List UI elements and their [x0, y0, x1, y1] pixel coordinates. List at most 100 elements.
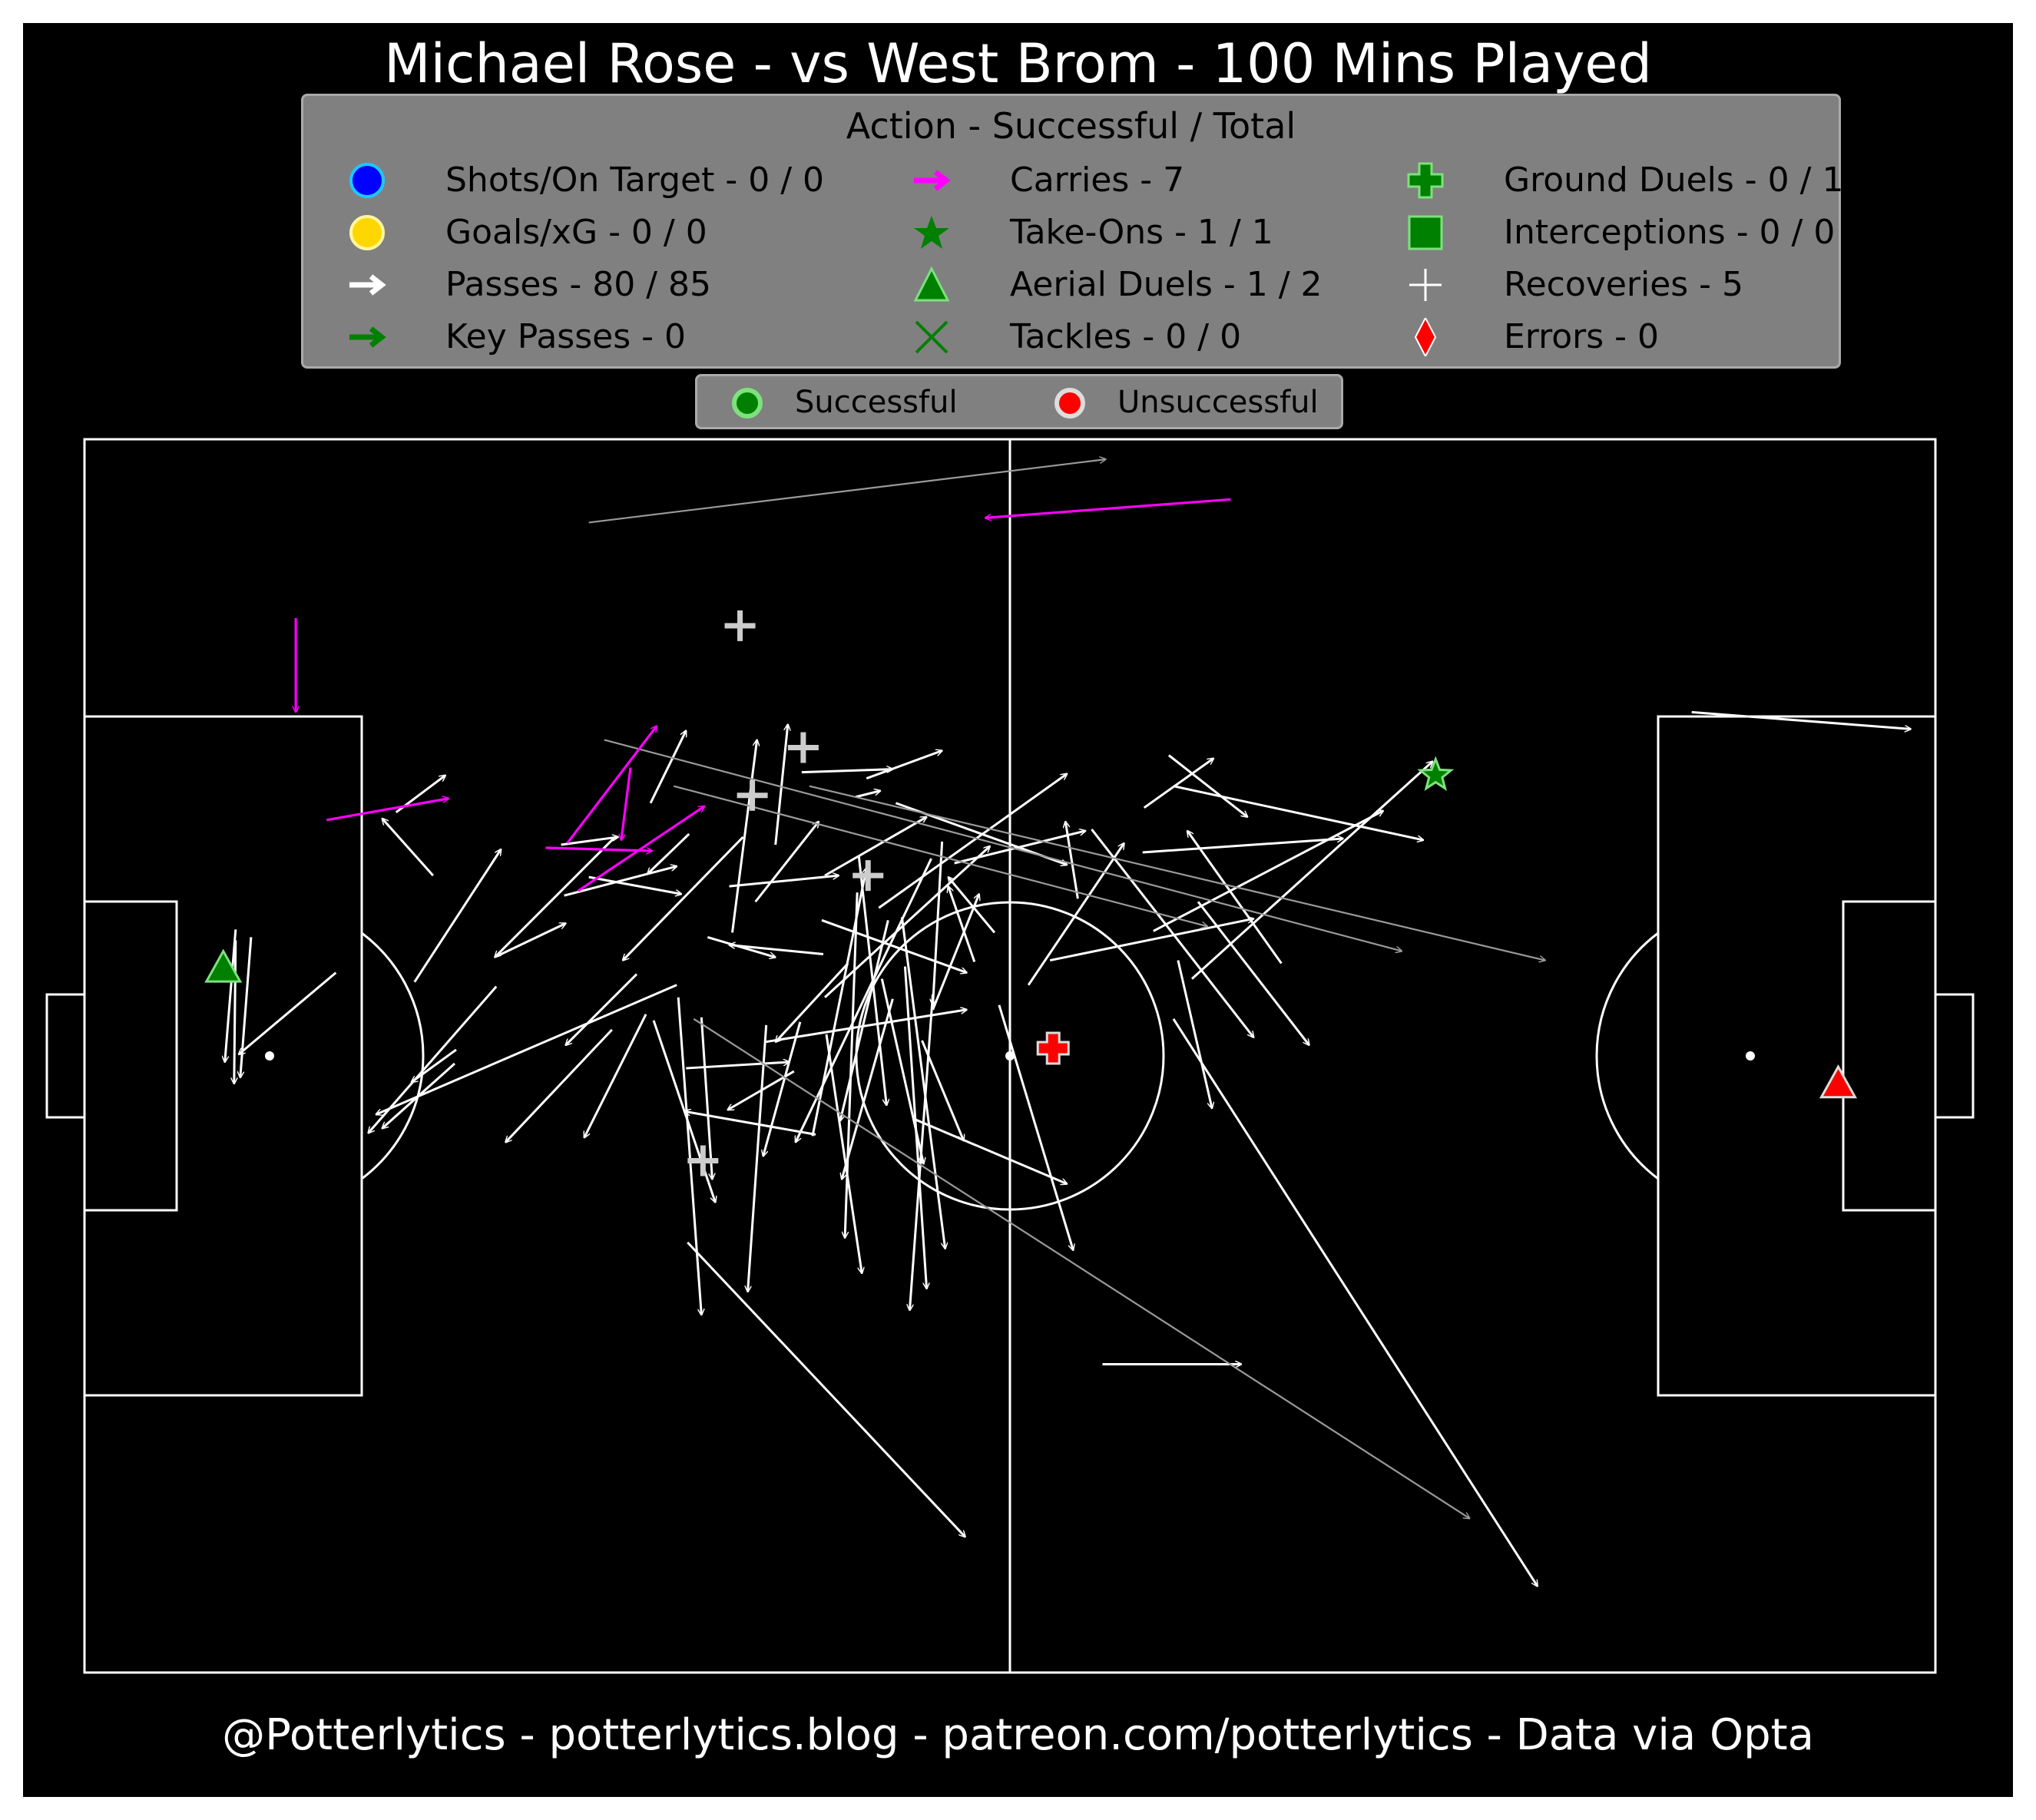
pass-arrow: [239, 971, 337, 1054]
green-x-icon: [915, 320, 948, 354]
left-goal: [45, 993, 86, 1119]
red-diamond-icon: [1414, 318, 1437, 356]
unsuccessful-pass-arrow: [673, 785, 1207, 927]
pass-arrow: [857, 855, 886, 1105]
legend-label: Take-Ons - 1 / 1: [1010, 213, 1273, 252]
carry-arrow: [621, 767, 632, 840]
left-six-yard-box: [83, 900, 178, 1212]
pass-arrow: [921, 1040, 964, 1140]
left-penalty-spot: [265, 1051, 274, 1061]
pass-arrow: [811, 868, 866, 1137]
pass-arrow: [583, 1014, 647, 1138]
centre-spot: [1005, 1051, 1015, 1061]
unsuccessful-pass-arrow: [604, 739, 1402, 951]
pass-arrow: [948, 886, 976, 963]
pass-arrow: [866, 751, 942, 780]
unsuccessful-pass-arrow: [588, 459, 1106, 524]
legend-label: Key Passes - 0: [445, 317, 686, 356]
right-penalty-spot: [1746, 1051, 1755, 1061]
legend-label: Tackles - 0 / 0: [1010, 317, 1242, 356]
legend-label: Aerial Duels - 1 / 2: [1010, 265, 1323, 304]
pitch-lines: [45, 438, 1975, 1674]
pass-arrow: [842, 998, 894, 1180]
pass-arrow: [731, 740, 757, 933]
pass-arrow: [225, 929, 237, 1062]
pass-arrow: [240, 937, 253, 1077]
action-legend: Action - Successful / Total Shots/On Tar…: [301, 94, 1844, 369]
pass-arrow: [763, 1021, 802, 1157]
pass-arrow: [647, 832, 690, 874]
pass-arrow: [794, 858, 932, 1142]
green-square-icon: [1408, 215, 1443, 250]
pass-arrow: [1187, 831, 1283, 965]
legend-title: Action - Successful / Total: [846, 105, 1296, 147]
pass-arrow: [948, 877, 996, 934]
pass-arrow: [776, 962, 849, 1042]
pass-arrow: [1190, 762, 1432, 980]
ground-duel-marker: [1036, 1031, 1070, 1065]
pass-arrow: [700, 1017, 712, 1180]
pass-arrow: [413, 849, 501, 983]
pass-arrow: [1091, 828, 1253, 1037]
gold-circle-icon: [349, 215, 385, 250]
carries-layer: [296, 498, 1231, 892]
pass-arrow: [1197, 901, 1309, 1045]
pass-arrow: [754, 822, 819, 903]
legend-label: Interceptions - 0 / 0: [1504, 213, 1836, 252]
pass-arrow: [686, 1062, 790, 1070]
pass-arrow: [1167, 754, 1247, 817]
markers-layer: [204, 610, 1858, 1176]
legend-label: Goals/xG - 0 / 0: [445, 213, 707, 252]
white-plus-icon: [1409, 269, 1442, 301]
pass-arrow: [561, 837, 618, 846]
legend-label: Recoveries - 5: [1504, 265, 1744, 304]
green-star-icon: [914, 216, 949, 249]
green-plus-icon: [1407, 162, 1444, 199]
pass-arrow: [840, 919, 889, 1120]
pass-arrow: [495, 836, 616, 958]
recovery-marker: [737, 779, 768, 811]
pass-arrow: [748, 1024, 768, 1292]
legend-label: Unsuccessful: [1117, 385, 1319, 420]
legend-label: Shots/On Target - 0 / 0: [445, 160, 825, 200]
pass-arrow: [687, 1241, 965, 1537]
footer-credit: @Potterlytics - potterlytics.blog - patr…: [222, 1710, 1814, 1760]
unsuccessful-pass-arrow: [809, 785, 1545, 961]
pass-arrow: [564, 866, 677, 897]
recovery-marker: [852, 860, 884, 892]
pass-arrow: [932, 894, 979, 1011]
pass-arrow: [1027, 843, 1124, 986]
pass-arrow: [684, 1111, 816, 1136]
legend-label: Errors - 0: [1504, 317, 1660, 356]
pass-arrow: [729, 945, 824, 955]
pass-arrow: [933, 841, 944, 1005]
recovery-marker: [787, 732, 819, 763]
legend-label: Carries - 7: [1010, 160, 1185, 200]
pass-arrow: [707, 935, 775, 957]
right-goal: [1934, 993, 1975, 1119]
left-penalty-area: [83, 715, 363, 1397]
status-legend: Successful Unsuccessful: [695, 374, 1343, 429]
right-six-yard-box: [1842, 900, 1937, 1212]
pass-arrow: [821, 918, 967, 972]
pass-arrow: [566, 973, 638, 1045]
legend-label: Passes - 80 / 85: [445, 265, 711, 304]
pass-arrow: [729, 875, 839, 888]
pass-arrow: [234, 940, 236, 1084]
pass-arrow: [801, 769, 892, 774]
pass-arrow: [998, 1004, 1073, 1250]
pass-arrow: [1065, 822, 1079, 899]
pass-arrow: [855, 791, 880, 799]
pass-arrow: [369, 985, 498, 1133]
recovery-marker: [687, 1145, 719, 1176]
pass-arrow: [677, 997, 701, 1315]
pass-arrow: [382, 1062, 455, 1128]
pass-arrow: [824, 816, 927, 877]
pass-arrow: [1142, 839, 1343, 854]
legend-label: Ground Duels - 0 / 1: [1504, 160, 1844, 200]
pass-arrow: [1173, 785, 1423, 840]
pass-arrow: [878, 774, 1067, 909]
pass-arrow: [382, 819, 435, 877]
left-penalty-arc: [361, 932, 425, 1180]
carry-arrow: [985, 498, 1231, 518]
